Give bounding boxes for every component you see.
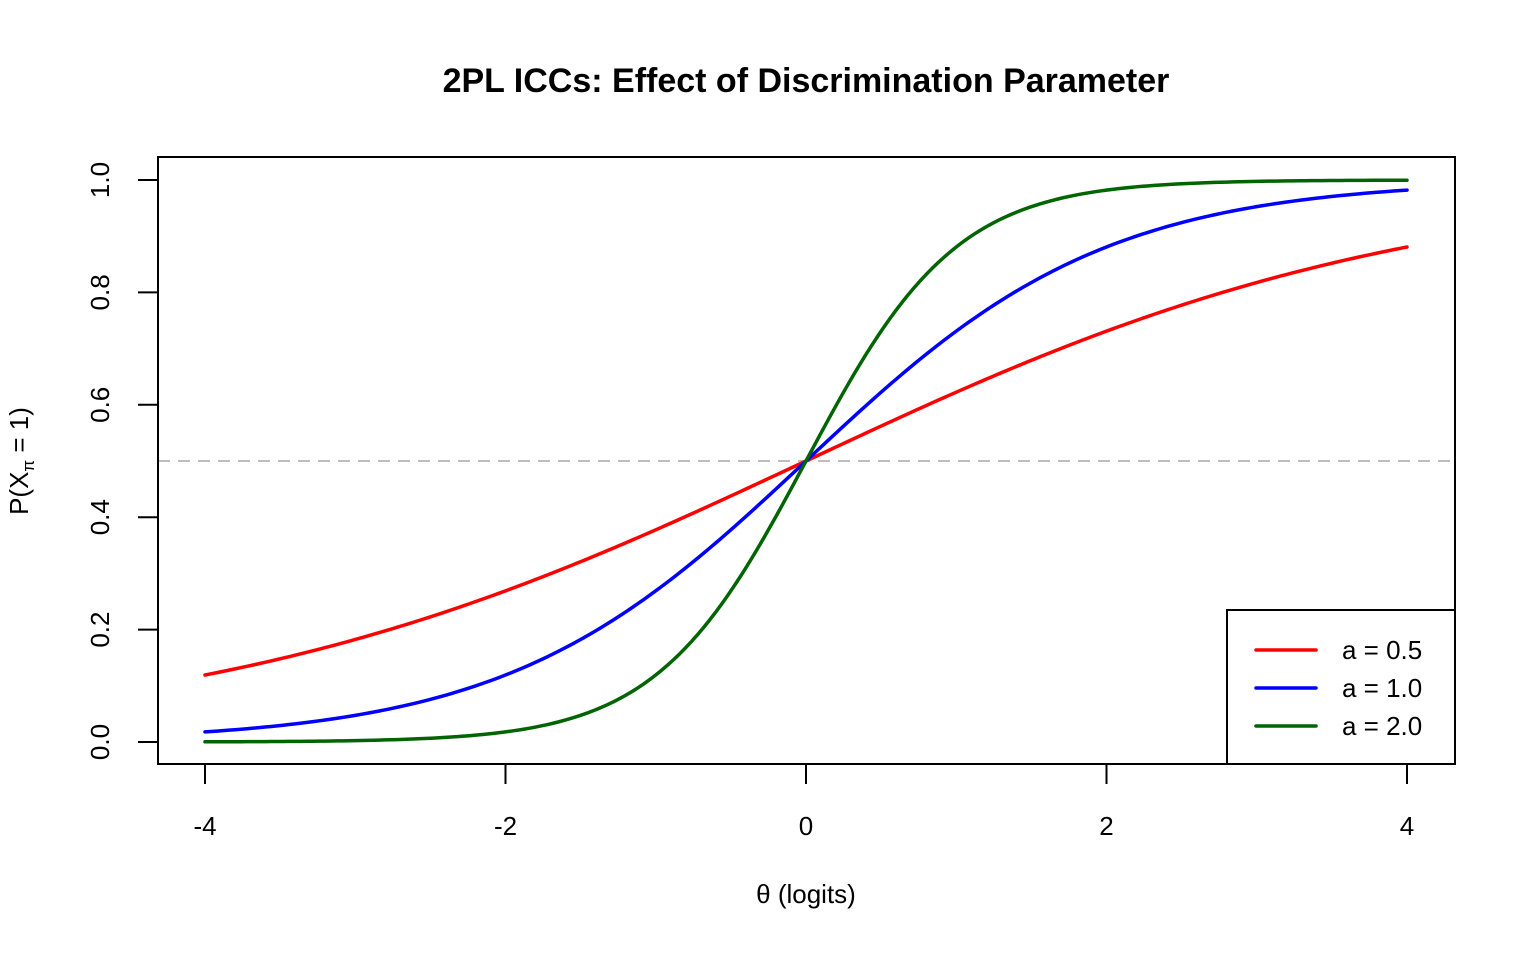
x-tick-label: -4 [193, 811, 216, 841]
legend-label: a = 1.0 [1342, 673, 1422, 703]
y-axis-label: P(Xπ = 1) [4, 407, 38, 515]
y-tick-label: 1.0 [85, 162, 115, 198]
legend-box [1226, 609, 1456, 765]
legend-label: a = 2.0 [1342, 711, 1422, 741]
y-tick-label: 0.8 [85, 274, 115, 310]
y-tick-label: 0.2 [85, 612, 115, 648]
series-layer [203, 178, 1409, 744]
x-tick-label: -2 [494, 811, 517, 841]
y-axis-label-prefix: P(X [4, 472, 34, 515]
y-axis-label-subscript: π [19, 460, 38, 472]
y-axis-label-suffix: = 1) [4, 407, 34, 460]
series-line-a-2-0 [203, 178, 1409, 744]
x-tick-label: 4 [1400, 811, 1414, 841]
x-axis: -4 -2 0 2 4 [193, 763, 1414, 841]
plot-area [157, 156, 1456, 765]
x-tick-label: 2 [1099, 811, 1113, 841]
x-axis-label: θ (logits) [756, 879, 856, 909]
chart-title: 2PL ICCs: Effect of Discrimination Param… [443, 62, 1170, 100]
legend: a = 0.5 a = 1.0 a = 2.0 [1226, 609, 1456, 765]
x-tick-label: 0 [799, 811, 813, 841]
y-tick-label: 0.0 [85, 724, 115, 760]
y-tick-label: 0.6 [85, 387, 115, 423]
legend-label: a = 0.5 [1342, 635, 1422, 665]
y-axis: 0.0 0.2 0.4 0.6 0.8 1.0 [85, 162, 159, 760]
y-tick-label: 0.4 [85, 499, 115, 535]
